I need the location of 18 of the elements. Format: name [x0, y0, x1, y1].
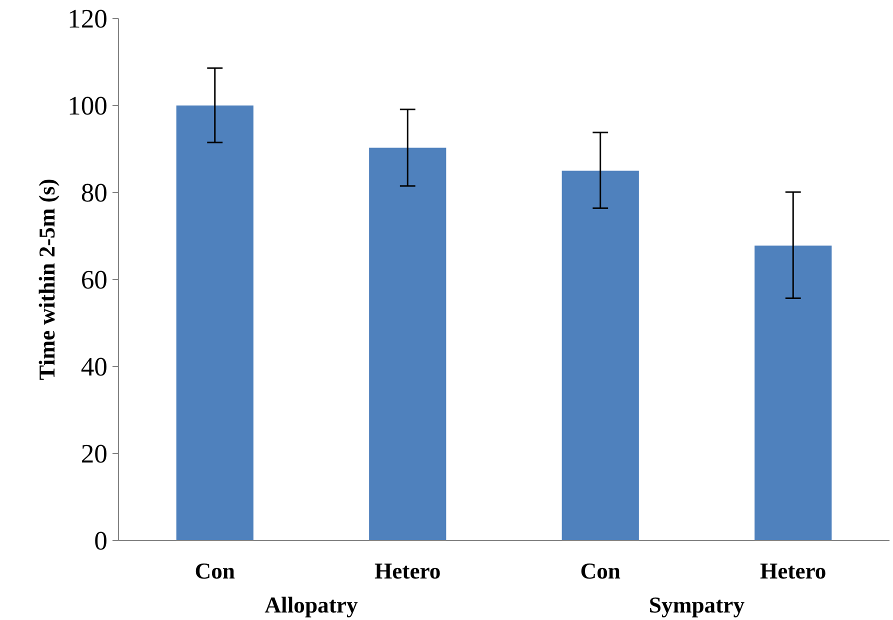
- y-tick-label: 100: [68, 90, 108, 120]
- bar: [369, 148, 446, 540]
- x-tick-label: Con: [194, 558, 236, 584]
- y-tick-label: 120: [68, 4, 108, 34]
- y-tick-label: 60: [80, 264, 108, 294]
- y-axis-title: Time within 2-5m (s): [34, 178, 60, 380]
- y-tick-label: 20: [80, 438, 108, 468]
- x-tick-label: Hetero: [374, 558, 441, 584]
- y-tick-label: 80: [80, 178, 108, 208]
- bar: [176, 106, 254, 540]
- y-tick-label: 0: [94, 526, 108, 556]
- x-tick-label: Hetero: [760, 558, 826, 584]
- bar: [754, 246, 832, 540]
- text: Allopatry: [264, 592, 358, 618]
- bar: [562, 170, 639, 540]
- x-tick-label: Con: [580, 558, 621, 584]
- y-tick-label: 40: [80, 352, 108, 382]
- text: Sympatry: [648, 592, 746, 618]
